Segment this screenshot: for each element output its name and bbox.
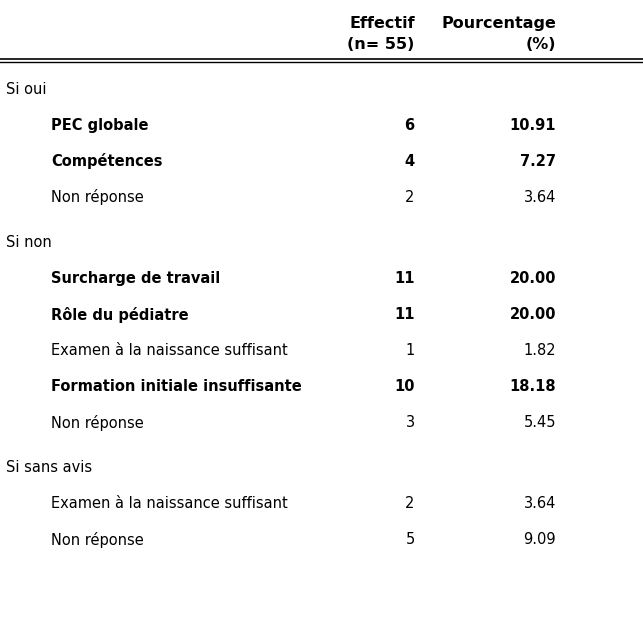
Text: 11: 11 <box>394 271 415 286</box>
Text: 18.18: 18.18 <box>509 379 556 394</box>
Text: 3.64: 3.64 <box>524 190 556 205</box>
Text: 3: 3 <box>406 415 415 430</box>
Text: 3.64: 3.64 <box>524 496 556 511</box>
Text: Si sans avis: Si sans avis <box>6 460 93 475</box>
Text: Effectif: Effectif <box>349 16 415 31</box>
Text: 5.45: 5.45 <box>523 415 556 430</box>
Text: Compétences: Compétences <box>51 153 163 170</box>
Text: Non réponse: Non réponse <box>51 415 144 430</box>
Text: 2: 2 <box>405 190 415 205</box>
Text: Formation initiale insuffisante: Formation initiale insuffisante <box>51 379 302 394</box>
Text: 6: 6 <box>404 118 415 133</box>
Text: 20.00: 20.00 <box>510 307 556 322</box>
Text: 10: 10 <box>394 379 415 394</box>
Text: (n= 55): (n= 55) <box>347 37 415 52</box>
Text: Non réponse: Non réponse <box>51 189 144 206</box>
Text: 1: 1 <box>406 343 415 358</box>
Text: Si non: Si non <box>6 235 52 250</box>
Text: Surcharge de travail: Surcharge de travail <box>51 271 221 286</box>
Text: 11: 11 <box>394 307 415 322</box>
Text: 2: 2 <box>405 496 415 511</box>
Text: (%): (%) <box>526 37 556 52</box>
Text: Examen à la naissance suffisant: Examen à la naissance suffisant <box>51 343 288 358</box>
Text: Rôle du pédiatre: Rôle du pédiatre <box>51 307 189 322</box>
Text: 7.27: 7.27 <box>520 154 556 169</box>
Text: 20.00: 20.00 <box>510 271 556 286</box>
Text: 4: 4 <box>404 154 415 169</box>
Text: 1.82: 1.82 <box>523 343 556 358</box>
Text: Examen à la naissance suffisant: Examen à la naissance suffisant <box>51 496 288 511</box>
Text: 10.91: 10.91 <box>510 118 556 133</box>
Text: 9.09: 9.09 <box>523 532 556 547</box>
Text: Pourcentage: Pourcentage <box>441 16 556 31</box>
Text: 5: 5 <box>406 532 415 547</box>
Text: Non réponse: Non réponse <box>51 532 144 548</box>
Text: Si oui: Si oui <box>6 82 47 97</box>
Text: PEC globale: PEC globale <box>51 118 149 133</box>
